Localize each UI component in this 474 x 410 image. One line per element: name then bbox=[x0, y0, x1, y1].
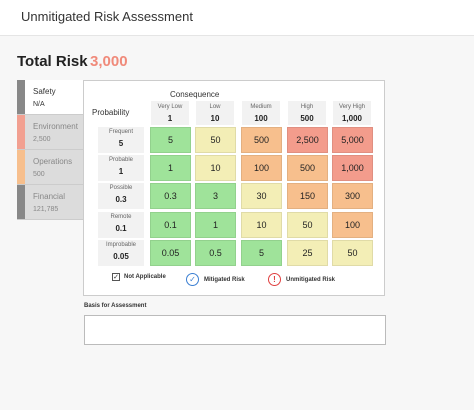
page-title: Unmitigated Risk Assessment bbox=[21, 9, 193, 24]
column-name: Low bbox=[209, 104, 221, 110]
column-value: 500 bbox=[300, 114, 314, 123]
row-value: 0.1 bbox=[115, 224, 127, 233]
category-tabs: Safety N/A Environment 2,500 Operations 500 Fi… bbox=[17, 80, 83, 220]
tab-color-bar bbox=[17, 115, 25, 149]
matrix-cell[interactable]: 0.3 bbox=[150, 183, 191, 209]
column-header: High 500 bbox=[288, 101, 326, 125]
matrix-cell[interactable]: 100 bbox=[332, 212, 373, 238]
tab-name: Safety bbox=[33, 87, 56, 96]
matrix-cell[interactable]: 50 bbox=[195, 127, 236, 153]
row-value: 5 bbox=[118, 139, 124, 148]
row-value: 1 bbox=[118, 167, 124, 176]
matrix-cell[interactable]: 500 bbox=[241, 127, 282, 153]
column-value: 100 bbox=[254, 114, 268, 123]
row-header: Probable 1 bbox=[98, 155, 144, 181]
column-name: Medium bbox=[250, 104, 272, 110]
row-header: Remote 0.1 bbox=[98, 212, 144, 238]
row-name: Frequent bbox=[108, 129, 133, 135]
row-value: 0.3 bbox=[115, 195, 127, 204]
matrix-cell[interactable]: 5 bbox=[241, 240, 282, 266]
total-risk-label: Total Risk bbox=[17, 53, 88, 70]
tab-value: 121,785 bbox=[33, 206, 59, 213]
matrix-cell[interactable]: 50 bbox=[332, 240, 373, 266]
tab-operations[interactable]: Operations 500 bbox=[17, 150, 83, 185]
tab-name: Operations bbox=[33, 157, 73, 166]
tab-name: Environment bbox=[33, 122, 78, 131]
matrix-cell[interactable]: 0.05 bbox=[150, 240, 191, 266]
matrix-cell[interactable]: 25 bbox=[287, 240, 328, 266]
row-header: Possible 0.3 bbox=[98, 183, 144, 209]
tab-environment[interactable]: Environment 2,500 bbox=[17, 115, 83, 150]
column-header: Low 10 bbox=[196, 101, 234, 125]
row-name: Probable bbox=[108, 157, 134, 163]
column-value: 1 bbox=[167, 114, 173, 123]
column-value: 10 bbox=[210, 114, 220, 123]
matrix-cell[interactable]: 0.1 bbox=[150, 212, 191, 238]
tab-name: Financial bbox=[33, 192, 66, 201]
matrix-cell[interactable]: 1,000 bbox=[332, 155, 373, 181]
legend-mitigated: ✓ Mitigated Risk bbox=[186, 273, 245, 286]
consequence-label: Consequence bbox=[170, 90, 220, 99]
alert-circle-icon: ! bbox=[268, 273, 281, 286]
column-value: 1,000 bbox=[341, 114, 363, 123]
row-name: Possible bbox=[109, 185, 133, 191]
row-name: Improbable bbox=[105, 242, 137, 248]
column-name: Very High bbox=[338, 104, 365, 110]
row-name: Remote bbox=[110, 214, 132, 220]
tab-color-bar bbox=[17, 150, 25, 184]
page-header: Unmitigated Risk Assessment bbox=[0, 0, 474, 36]
column-header: Very High 1,000 bbox=[333, 101, 371, 125]
row-header: Frequent 5 bbox=[98, 127, 144, 153]
basis-label: Basis for Assessment bbox=[84, 303, 147, 309]
legend-not-applicable[interactable]: ✓ Not Applicable bbox=[112, 273, 166, 281]
legend-mitigated-label: Mitigated Risk bbox=[204, 276, 245, 283]
matrix-cell[interactable]: 100 bbox=[241, 155, 282, 181]
tab-financial[interactable]: Financial 121,785 bbox=[17, 185, 83, 220]
matrix-cell[interactable]: 10 bbox=[195, 155, 236, 181]
matrix-cell[interactable]: 30 bbox=[241, 183, 282, 209]
tab-value: 2,500 bbox=[33, 136, 51, 143]
matrix-cell[interactable]: 0.5 bbox=[195, 240, 236, 266]
tab-color-bar bbox=[17, 185, 25, 219]
tab-safety[interactable]: Safety N/A bbox=[17, 80, 83, 115]
check-circle-icon: ✓ bbox=[186, 273, 199, 286]
column-header: Very Low 1 bbox=[151, 101, 189, 125]
row-value: 0.05 bbox=[113, 252, 129, 261]
matrix-cell[interactable]: 3 bbox=[195, 183, 236, 209]
matrix-cell[interactable]: 500 bbox=[287, 155, 328, 181]
legend-unmitigated: ! Unmitigated Risk bbox=[268, 273, 335, 286]
legend-not-applicable-label: Not Applicable bbox=[124, 274, 166, 280]
matrix-cell[interactable]: 150 bbox=[287, 183, 328, 209]
checkbox-icon[interactable]: ✓ bbox=[112, 273, 120, 281]
matrix-cell[interactable]: 5 bbox=[150, 127, 191, 153]
tab-value: N/A bbox=[33, 101, 45, 108]
matrix-cell[interactable]: 1 bbox=[195, 212, 236, 238]
probability-label: Probability bbox=[92, 108, 130, 117]
matrix-cell[interactable]: 50 bbox=[287, 212, 328, 238]
matrix-cell[interactable]: 300 bbox=[332, 183, 373, 209]
matrix-cell[interactable]: 5,000 bbox=[332, 127, 373, 153]
matrix-cell[interactable]: 2,500 bbox=[287, 127, 328, 153]
column-name: Very Low bbox=[157, 104, 183, 110]
legend-unmitigated-label: Unmitigated Risk bbox=[286, 276, 336, 283]
column-name: High bbox=[300, 104, 314, 110]
tab-value: 500 bbox=[33, 171, 45, 178]
matrix-cell[interactable]: 1 bbox=[150, 155, 191, 181]
tab-color-bar bbox=[17, 80, 25, 114]
row-header: Improbable 0.05 bbox=[98, 240, 144, 266]
column-header: Medium 100 bbox=[242, 101, 280, 125]
total-risk-value: 3,000 bbox=[90, 53, 128, 70]
basis-input[interactable] bbox=[84, 315, 386, 345]
matrix-cell[interactable]: 10 bbox=[241, 212, 282, 238]
